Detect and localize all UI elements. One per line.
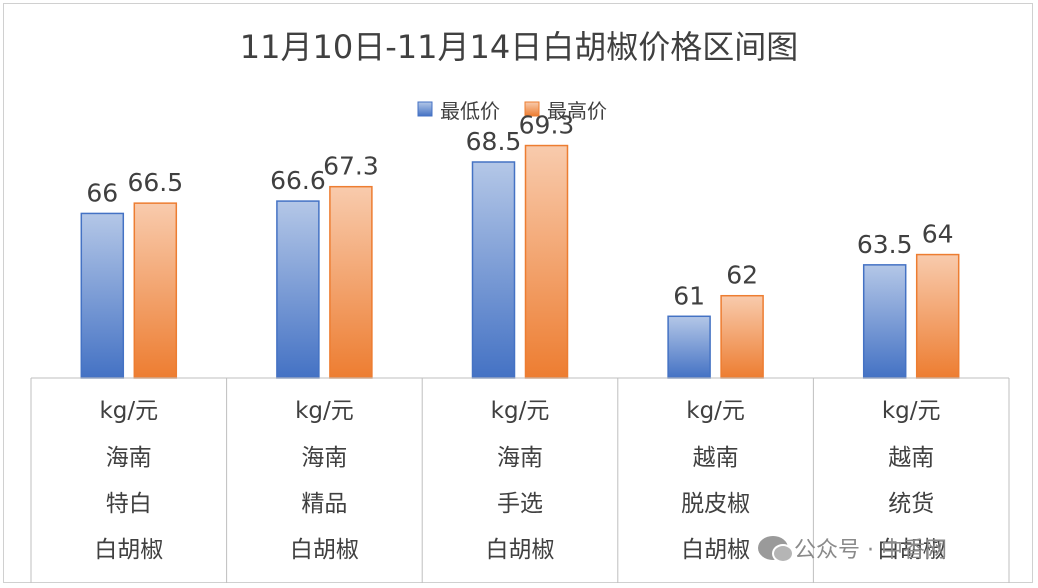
bar-max-3 (720, 294, 764, 379)
bar-max-2 (524, 144, 569, 379)
bar-min-4 (862, 264, 907, 379)
category-label-1-2: 精品 (301, 491, 347, 517)
bar-min-2 (471, 161, 516, 379)
data-labels-group: 66 66.6 68.5 61 63.5 66.5 67.3 69.3 62 64 (86, 111, 953, 311)
legend-label-1: 最高价 (547, 99, 607, 123)
chart-title: 11月10日-11月14日白胡椒价格区间图 (240, 28, 798, 66)
chart-frame (3, 3, 1033, 583)
category-label-3-2: 脱皮椒 (681, 491, 750, 517)
legend-label-0: 最低价 (440, 99, 500, 123)
bar-min-3 (667, 315, 711, 379)
data-label-min-0: 66 (86, 178, 118, 207)
category-label-0-3: 白胡椒 (94, 537, 163, 563)
watermark-text: 公众号 · 中香网 (794, 538, 947, 563)
category-label-0-1: 海南 (106, 445, 152, 471)
bar-max-1 (329, 185, 373, 379)
legend: 最低价 最高价 (417, 99, 607, 123)
data-label-max-0: 66.5 (127, 168, 183, 197)
category-label-3-1: 越南 (693, 445, 739, 471)
data-label-max-1: 67.3 (323, 152, 379, 181)
data-label-max-3: 62 (726, 261, 758, 290)
watermark: 公众号 · 中香网 (758, 532, 947, 564)
category-label-2-0: kg/元 (491, 398, 550, 424)
data-label-min-1: 66.6 (270, 166, 326, 195)
category-label-4-3: 白胡椒 (877, 537, 946, 563)
bars-group (80, 144, 960, 379)
bar-min-0 (80, 212, 125, 379)
category-label-2-2: 手选 (497, 491, 543, 517)
data-label-max-4: 64 (922, 220, 954, 249)
bar-max-4 (915, 253, 960, 379)
category-label-2-1: 海南 (497, 445, 543, 471)
category-label-1-0: kg/元 (295, 398, 354, 424)
data-label-min-3: 61 (673, 281, 705, 310)
category-label-2-3: 白胡椒 (486, 537, 555, 563)
category-label-4-1: 越南 (888, 445, 934, 471)
wechat-icon (758, 536, 794, 563)
legend-swatch-0 (417, 101, 433, 117)
data-label-min-2: 68.5 (466, 127, 522, 156)
data-label-max-2: 69.3 (519, 111, 575, 140)
legend-swatch-1 (524, 101, 540, 117)
category-label-0-0: kg/元 (99, 398, 158, 424)
category-label-1-1: 海南 (301, 445, 347, 471)
category-label-3-0: kg/元 (686, 398, 745, 424)
category-label-0-2: 特白 (106, 491, 152, 517)
category-label-1-3: 白胡椒 (290, 537, 359, 563)
category-label-4-0: kg/元 (882, 398, 941, 424)
bar-min-1 (276, 200, 320, 379)
bar-max-0 (133, 202, 178, 379)
data-label-min-4: 63.5 (857, 230, 913, 259)
category-label-4-2: 统货 (888, 491, 934, 517)
category-label-3-3: 白胡椒 (681, 537, 750, 563)
